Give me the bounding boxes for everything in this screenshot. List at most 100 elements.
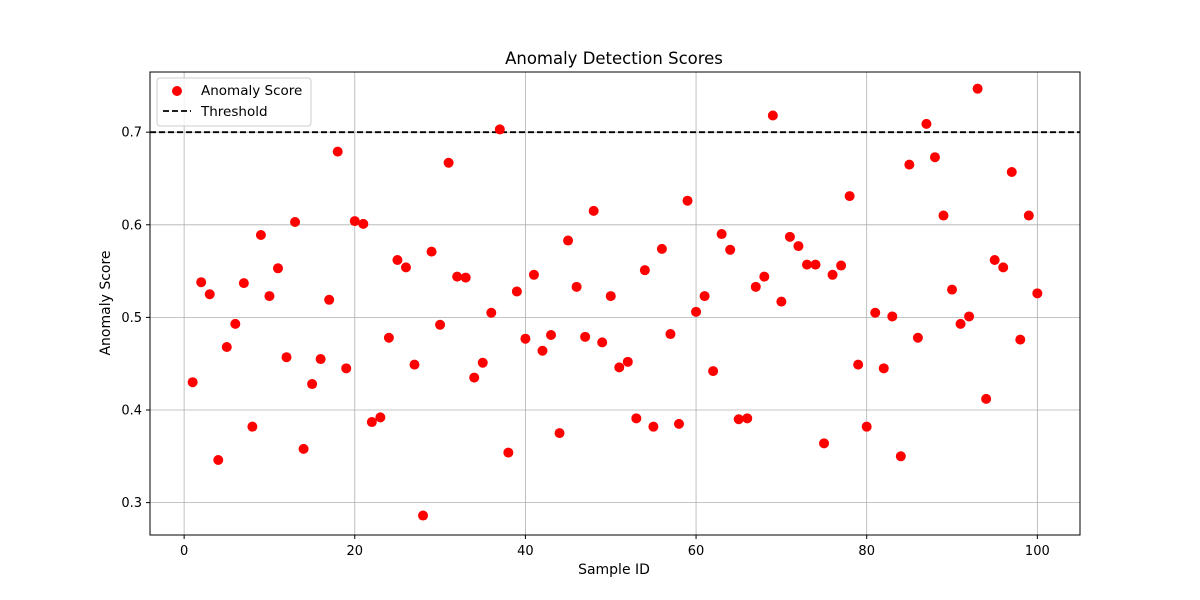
data-point (264, 291, 275, 302)
data-point (272, 263, 283, 274)
data-point (793, 241, 804, 252)
data-point (742, 413, 753, 424)
data-point (904, 159, 915, 170)
data-point (938, 210, 949, 221)
y-axis-label: Anomaly Score (98, 250, 114, 355)
data-point (836, 260, 847, 271)
data-point (614, 362, 625, 373)
data-point (460, 272, 471, 283)
data-point (810, 259, 821, 270)
data-point (588, 205, 599, 216)
data-point (307, 379, 318, 390)
data-point (409, 359, 420, 370)
data-point (597, 337, 608, 348)
data-point (298, 443, 309, 454)
plot-frame (149, 71, 1081, 536)
data-point (1006, 167, 1017, 178)
data-point (708, 366, 719, 377)
data-point (255, 229, 266, 240)
data-point (981, 393, 992, 404)
data-point (673, 418, 684, 429)
data-point (853, 359, 864, 370)
data-point (528, 269, 539, 280)
data-point (315, 354, 326, 365)
data-point (392, 254, 403, 265)
data-point (887, 311, 898, 322)
data-point (861, 421, 872, 432)
data-point (452, 271, 463, 282)
data-point (870, 307, 881, 318)
data-point (691, 306, 702, 317)
data-point (196, 277, 207, 288)
data-point (230, 318, 241, 329)
data-point (989, 254, 1000, 265)
data-point (964, 311, 975, 322)
data-point (580, 331, 591, 342)
data-point (503, 447, 514, 458)
data-point (349, 216, 360, 227)
legend: Anomaly Score Threshold (156, 77, 312, 127)
data-point (767, 110, 778, 121)
data-point (366, 417, 377, 428)
y-tick-label: 0.6 (121, 218, 142, 233)
legend-label-threshold: Threshold (200, 104, 268, 120)
data-point (725, 244, 736, 255)
data-point (477, 357, 488, 368)
data-point (716, 229, 727, 240)
data-point (187, 377, 198, 388)
data-point (358, 218, 369, 229)
data-point (955, 318, 966, 329)
x-tick-label: 60 (688, 544, 705, 559)
data-point (1023, 210, 1034, 221)
data-point (554, 428, 565, 439)
data-point (947, 284, 958, 295)
data-point (639, 265, 650, 276)
data-point (699, 291, 710, 302)
data-point (733, 414, 744, 425)
data-point (511, 286, 522, 297)
data-point (827, 269, 838, 280)
data-point (221, 342, 232, 353)
data-point (324, 294, 335, 305)
data-point (494, 124, 505, 135)
data-point (878, 363, 889, 374)
data-point (759, 271, 770, 282)
x-axis-ticks: 0 20 40 60 80 100 (180, 535, 1050, 559)
y-tick-label: 0.4 (121, 403, 142, 418)
x-tick-label: 0 (180, 544, 188, 559)
data-point (204, 289, 215, 300)
data-point (426, 246, 437, 257)
data-point (631, 413, 642, 424)
points-layer (187, 83, 1043, 521)
data-point (605, 291, 616, 302)
data-point (844, 191, 855, 202)
data-point (750, 281, 761, 292)
data-point (247, 421, 258, 432)
data-point (998, 262, 1009, 273)
data-point (546, 329, 557, 340)
x-tick-label: 80 (858, 544, 875, 559)
data-point (563, 235, 574, 246)
data-point (520, 333, 531, 344)
data-point (784, 231, 795, 242)
data-point (213, 454, 224, 465)
x-axis-label: Sample ID (578, 562, 650, 578)
data-point (571, 281, 582, 292)
data-point (682, 195, 693, 206)
data-point (486, 307, 497, 318)
y-tick-label: 0.7 (121, 126, 142, 141)
data-point (375, 412, 386, 423)
data-point (622, 356, 633, 367)
data-point (469, 372, 480, 383)
x-tick-label: 20 (346, 544, 363, 559)
data-point (656, 243, 667, 254)
data-point (801, 259, 812, 270)
data-point (1032, 288, 1043, 299)
x-tick-label: 40 (517, 544, 534, 559)
data-point (972, 83, 983, 94)
data-point (290, 217, 301, 228)
data-point (341, 363, 352, 374)
data-point (332, 146, 343, 157)
data-point (912, 332, 923, 343)
